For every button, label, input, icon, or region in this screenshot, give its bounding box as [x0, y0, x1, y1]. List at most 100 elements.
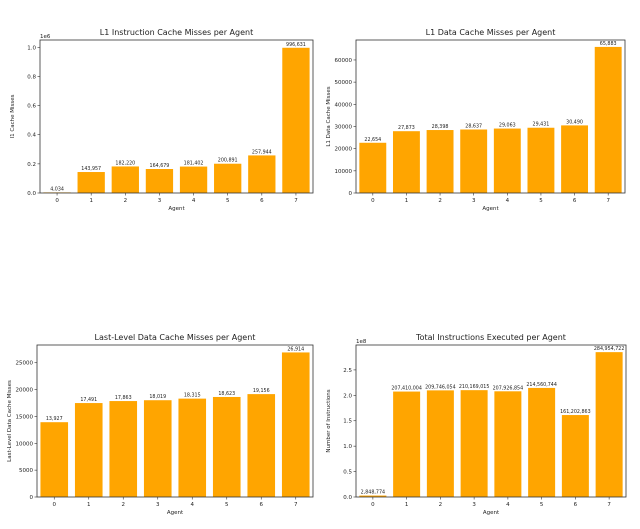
chart3-y-tick-label: 20000	[16, 388, 34, 394]
chart1-bar	[77, 172, 105, 193]
chart4-bar	[393, 391, 421, 497]
chart4-data-label: 207,410,004	[391, 386, 422, 392]
chart4-bar	[359, 495, 387, 497]
chart2-x-tick-label: 1	[405, 198, 409, 204]
chart4-y-tick-label: 1.0	[343, 444, 352, 450]
chart3-y-tick-label: 25000	[16, 361, 34, 367]
chart4-data-label: 284,954,722	[594, 346, 625, 352]
chart4-bar	[460, 390, 488, 497]
chart2-bar	[426, 130, 454, 193]
chart2-bar	[359, 142, 387, 193]
chart1-bar	[248, 155, 276, 193]
chart3-bar	[178, 398, 207, 497]
chart2-bar	[493, 128, 521, 193]
chart4-data-label: 214,560,744	[526, 382, 557, 388]
chart1-x-tick-label: 7	[294, 198, 298, 204]
chart3-y-tick-label: 10000	[16, 441, 34, 447]
chart1-bar	[145, 169, 174, 193]
chart2-x-tick-label: 4	[506, 198, 510, 204]
chart2-x-tick-label: 5	[539, 198, 543, 204]
chart4-x-tick-label: 2	[439, 502, 443, 508]
chart2-data-label: 22,654	[364, 137, 381, 143]
chart2-data-label: 65,883	[600, 41, 617, 47]
chart1-y-tick-label: 0.2	[27, 162, 36, 168]
chart4-data-label: 161,202,863	[560, 409, 591, 415]
chart3-data-label: 18,019	[149, 394, 166, 400]
chart4-y-axis-label: Number of Instructions	[326, 389, 332, 452]
chart4-bar	[528, 387, 556, 497]
chart4-x-tick-label: 4	[506, 502, 510, 508]
chart3-bar	[212, 396, 241, 497]
chart1-offset-label: 1e6	[40, 34, 51, 40]
chart3-x-tick-label: 5	[225, 502, 229, 508]
chart1-y-tick-label: 0.8	[27, 74, 36, 80]
chart3-x-tick-label: 4	[191, 502, 195, 508]
chart3-bar	[281, 352, 310, 497]
chart4-bar	[595, 352, 623, 497]
chart3-data-label: 18,623	[218, 391, 235, 397]
chart1-data-label: 182,220	[115, 160, 135, 166]
chart2-data-label: 29,431	[533, 122, 550, 128]
chart4-x-tick-label: 5	[540, 502, 544, 508]
chart3-x-tick-label: 0	[53, 502, 57, 508]
chart4-bar	[494, 391, 522, 497]
chart3-data-label: 18,315	[184, 393, 201, 399]
chart2-bar	[594, 46, 622, 194]
chart1-x-tick-label: 4	[192, 198, 196, 204]
chart2-x-tick-label: 6	[573, 198, 577, 204]
chart1-x-axis-label: Agent	[168, 206, 185, 212]
chart1-bar	[179, 166, 208, 193]
chart3-data-label: 17,863	[115, 395, 132, 401]
chart2-x-tick-label: 2	[438, 198, 442, 204]
chart3-title: Last-Level Data Cache Misses per Agent	[95, 333, 256, 342]
chart1-y-tick-label: 0.6	[27, 104, 36, 110]
chart2-y-tick-label: 0	[349, 191, 353, 197]
chart1-bar	[282, 47, 310, 193]
chart2-data-label: 28,398	[432, 124, 449, 130]
chart3-data-label: 26,914	[287, 346, 304, 352]
chart4-y-tick-label: 2.0	[343, 393, 352, 399]
chart2-x-tick-label: 7	[606, 198, 610, 204]
chart4-data-label: 209,746,054	[425, 384, 456, 390]
chart3-data-label: 13,927	[46, 416, 63, 422]
chart2-data-label: 30,490	[566, 119, 583, 125]
chart4-y-tick-label: 1.5	[343, 419, 352, 425]
chart3-x-tick-label: 6	[260, 502, 264, 508]
chart1-data-label: 996,631	[286, 42, 306, 48]
chart4-y-tick-label: 0.5	[343, 470, 352, 476]
chart3-x-tick-label: 3	[156, 502, 160, 508]
chart2-x-axis-label: Agent	[482, 206, 499, 212]
chart3-y-tick-label: 15000	[16, 414, 34, 420]
chart2-data-label: 27,873	[398, 125, 415, 131]
chart3-x-tick-label: 1	[87, 502, 91, 508]
chart3-bar	[247, 394, 276, 497]
chart1-y-axis-label: I1 Cache Misses	[10, 94, 16, 138]
chart2-plot-frame	[355, 39, 626, 194]
chart2-y-tick-label: 60000	[335, 58, 353, 64]
chart2-y-tick-label: 50000	[335, 80, 353, 86]
chart2-bar	[460, 129, 488, 193]
chart3-bar	[74, 403, 103, 497]
chart1-data-label: 181,402	[184, 161, 204, 167]
chart3-plot-frame	[36, 344, 314, 498]
chart1-x-tick-label: 1	[89, 198, 93, 204]
chart4-y-tick-label: 0.0	[343, 495, 352, 501]
chart2-data-label: 28,637	[465, 124, 482, 130]
chart4-bar	[426, 390, 454, 497]
chart1-y-tick-label: 0.0	[27, 191, 36, 197]
chart4-plot-frame	[355, 344, 627, 498]
chart3-y-tick-label: 5000	[19, 468, 33, 474]
chart1-x-tick-label: 3	[158, 198, 162, 204]
chart3-data-label: 19,156	[253, 388, 270, 394]
chart2-y-tick-label: 40000	[335, 102, 353, 108]
chart3-bar	[143, 400, 172, 497]
chart1-data-label: 200,891	[218, 158, 238, 164]
chart4-x-tick-label: 7	[607, 502, 611, 508]
chart2-y-axis-label: L1 Data Cache Misses	[326, 86, 332, 146]
chart1-data-label: 257,944	[252, 149, 272, 155]
chart1-x-tick-label: 5	[226, 198, 230, 204]
chart4-y-tick-label: 2.5	[343, 368, 352, 374]
chart2-x-tick-label: 3	[472, 198, 476, 204]
chart3-x-axis-label: Agent	[167, 510, 184, 516]
